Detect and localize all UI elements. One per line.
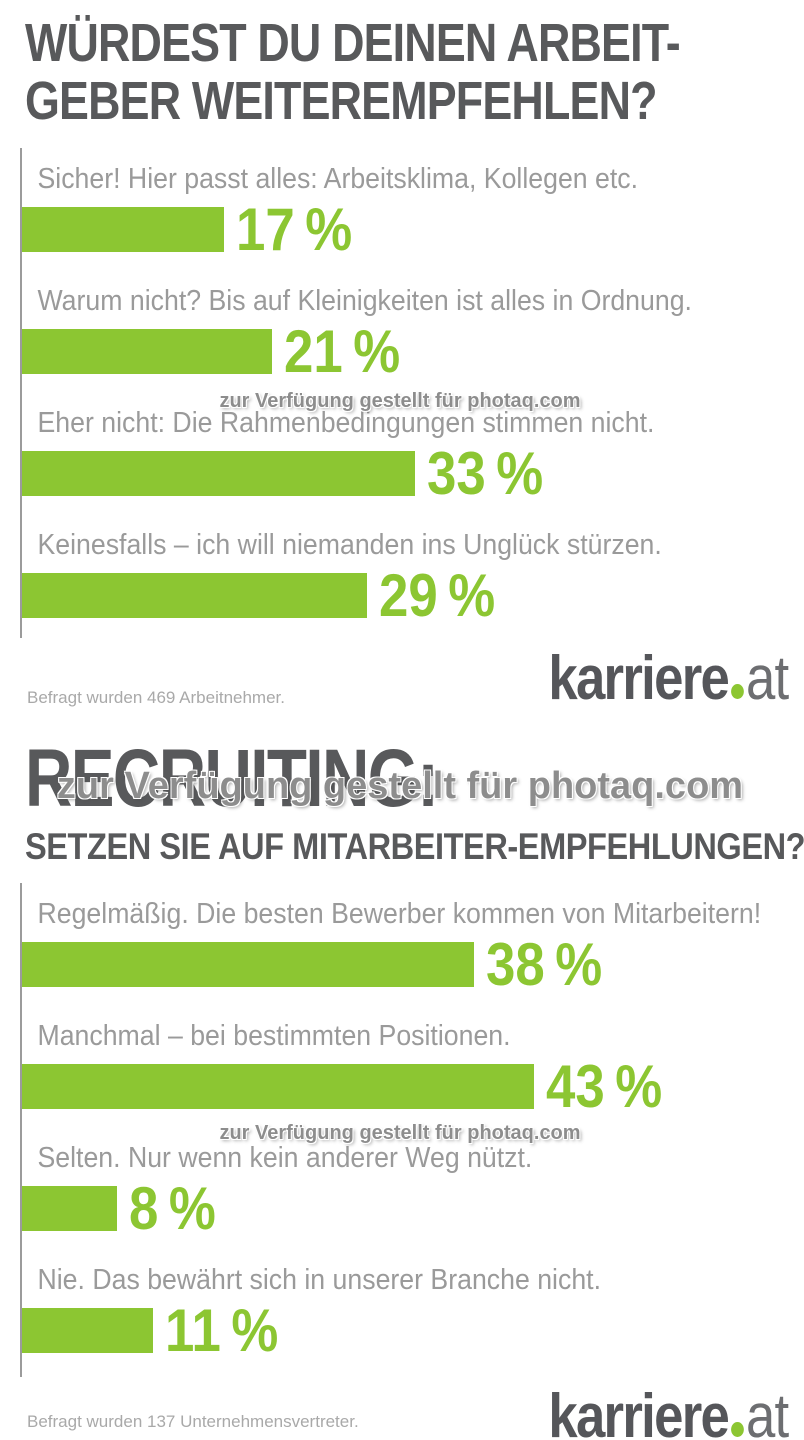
chart2-row-4: Nie. Das bewährt sich in unserer Branche…	[20, 1262, 804, 1364]
bar-line: 43 %	[22, 1053, 804, 1120]
chart2-axis-line	[20, 883, 22, 1377]
bar-value-label: 38 %	[486, 931, 603, 998]
bar-value-label: 21 %	[283, 318, 401, 385]
bar-value-label: 8 %	[129, 1175, 217, 1242]
karriere-at-logo: karriere at	[548, 1382, 789, 1440]
bar	[22, 1308, 153, 1353]
bar-value-label: 33 %	[426, 440, 543, 507]
chart2-recruiting-survey: Regelmäßig. Die besten Bewerber kommen v…	[20, 883, 804, 1384]
row-label: Keinesfalls – ich will niemanden ins Ung…	[37, 529, 662, 561]
chart1-footnote: Befragt wurden 469 Arbeitnehmer.	[27, 688, 285, 707]
row-label: Nie. Das bewährt sich in unserer Branche…	[37, 1264, 601, 1296]
bar	[22, 573, 368, 618]
chart2-row-1: Regelmäßig. Die besten Bewerber kommen v…	[20, 896, 804, 998]
bar-value-label: 43 %	[545, 1053, 662, 1120]
row-label: Selten. Nur wenn kein anderer Weg nützt.	[37, 1142, 533, 1174]
chart1-title-line1: WÜRDEST DU DEINEN ARBEIT-	[25, 13, 681, 73]
chart1-title-line2: GEBER WEITEREMPFEHLEN?	[25, 71, 657, 132]
row-label: Regelmäßig. Die besten Bewerber kommen v…	[37, 898, 762, 930]
logo-name-text: karriere	[548, 1382, 730, 1440]
bar	[22, 207, 225, 252]
row-label: Eher nicht: Die Rahmenbedingungen stimme…	[37, 407, 655, 439]
chart1-title: WÜRDEST DU DEINEN ARBEIT- GEBER WEITEREM…	[25, 13, 681, 132]
bar-line: 29 %	[22, 562, 804, 629]
chart2-title: RECRUITING:	[25, 733, 439, 824]
row-label: Sicher! Hier passt alles: Arbeitsklima, …	[37, 163, 639, 195]
bar-line: 21 %	[22, 318, 804, 385]
photaq-watermark: zur Verfügung gestellt für photaq.com	[219, 390, 581, 412]
bar-line: 11 %	[22, 1297, 804, 1364]
chart1-axis-line	[20, 148, 22, 638]
bar-value-label: 11 %	[164, 1297, 279, 1364]
chart1-row-3: Eher nicht: Die Rahmenbedingungen stimme…	[20, 405, 804, 507]
chart2-footnote: Befragt wurden 137 Unternehmensvertreter…	[27, 1412, 359, 1431]
row-label: Warum nicht? Bis auf Kleinigkeiten ist a…	[37, 285, 692, 317]
chart1-row-1: Sicher! Hier passt alles: Arbeitsklima, …	[20, 161, 804, 263]
logo-tld-text: at	[745, 644, 789, 713]
bar	[22, 942, 475, 987]
chart2-row-2: Manchmal – bei bestimmten Positionen. 43…	[20, 1018, 804, 1120]
chart1-row-2: Warum nicht? Bis auf Kleinigkeiten ist a…	[20, 283, 804, 385]
bar-value-label: 17 %	[236, 196, 353, 263]
bar	[22, 1186, 118, 1231]
row-label: Manchmal – bei bestimmten Positionen.	[37, 1020, 511, 1052]
bar-line: 33 %	[22, 440, 804, 507]
logo-tld-text: at	[745, 1382, 789, 1440]
chart1-row-4: Keinesfalls – ich will niemanden ins Ung…	[20, 527, 804, 629]
bar	[22, 329, 272, 374]
logo-green-dot-icon	[730, 684, 744, 699]
photaq-watermark: zur Verfügung gestellt für photaq.com	[219, 1122, 581, 1144]
karriere-at-logo: karriere at	[548, 644, 789, 713]
bar-line: 38 %	[22, 931, 804, 998]
logo-green-dot-icon	[730, 1422, 744, 1437]
photaq-watermark: zur Verfügung gestellt für photaq.com	[56, 765, 744, 807]
chart2-row-3: Selten. Nur wenn kein anderer Weg nützt.…	[20, 1140, 804, 1242]
bar	[22, 1064, 534, 1109]
chart1-employee-survey: Sicher! Hier passt alles: Arbeitsklima, …	[20, 148, 804, 649]
bar	[22, 451, 415, 496]
bar-value-label: 29 %	[379, 562, 496, 629]
logo-name-text: karriere	[548, 644, 730, 713]
chart2-subtitle: SETZEN SIE AUF MITARBEITER-EMPFEHLUNGEN?	[25, 826, 804, 867]
bar-line: 8 %	[22, 1175, 804, 1242]
bar-line: 17 %	[22, 196, 804, 263]
